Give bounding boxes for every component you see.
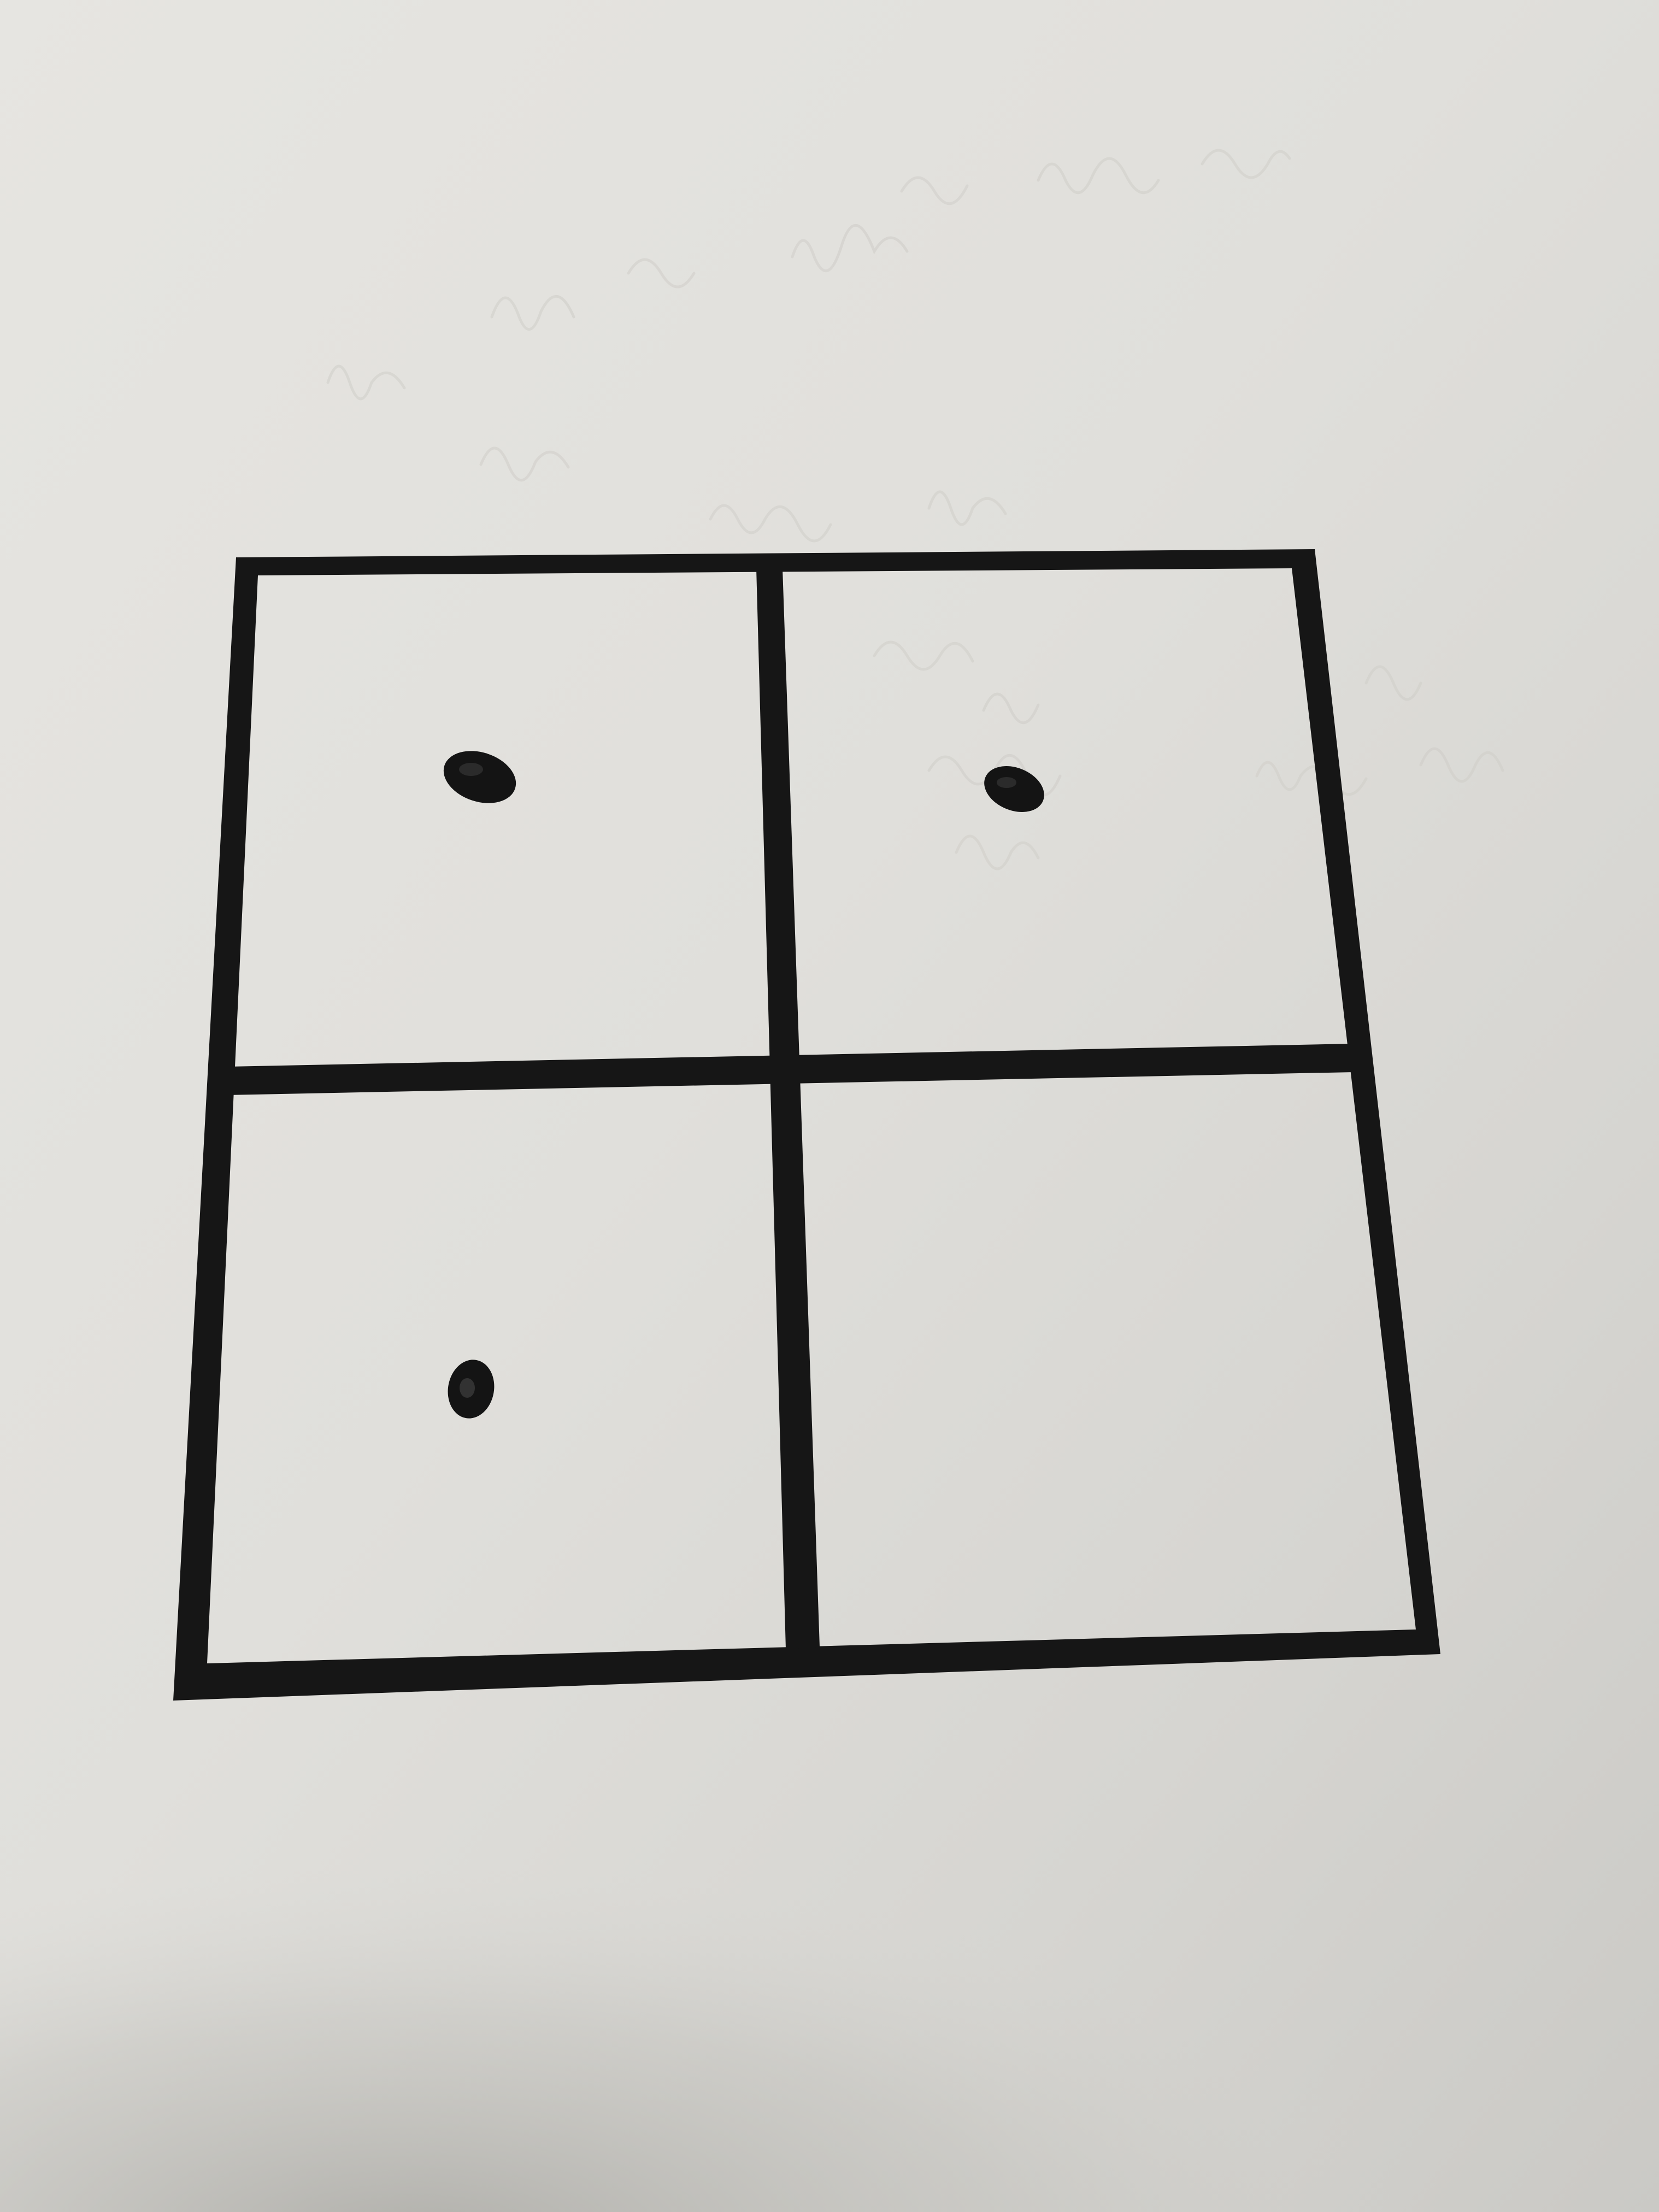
grid-cell-top-left [443, 751, 516, 803]
grid-horizontal-divider [226, 1044, 1354, 1095]
grid-outer-frame [173, 549, 1440, 1701]
dot-top-left [443, 751, 516, 803]
grid-cell-top-right [984, 766, 1044, 812]
bleed-through-handwriting [326, 149, 1504, 870]
grid-vertical-divider [756, 568, 820, 1649]
grid-cell-bottom-left [448, 1360, 495, 1419]
dot-top-right [984, 766, 1044, 812]
